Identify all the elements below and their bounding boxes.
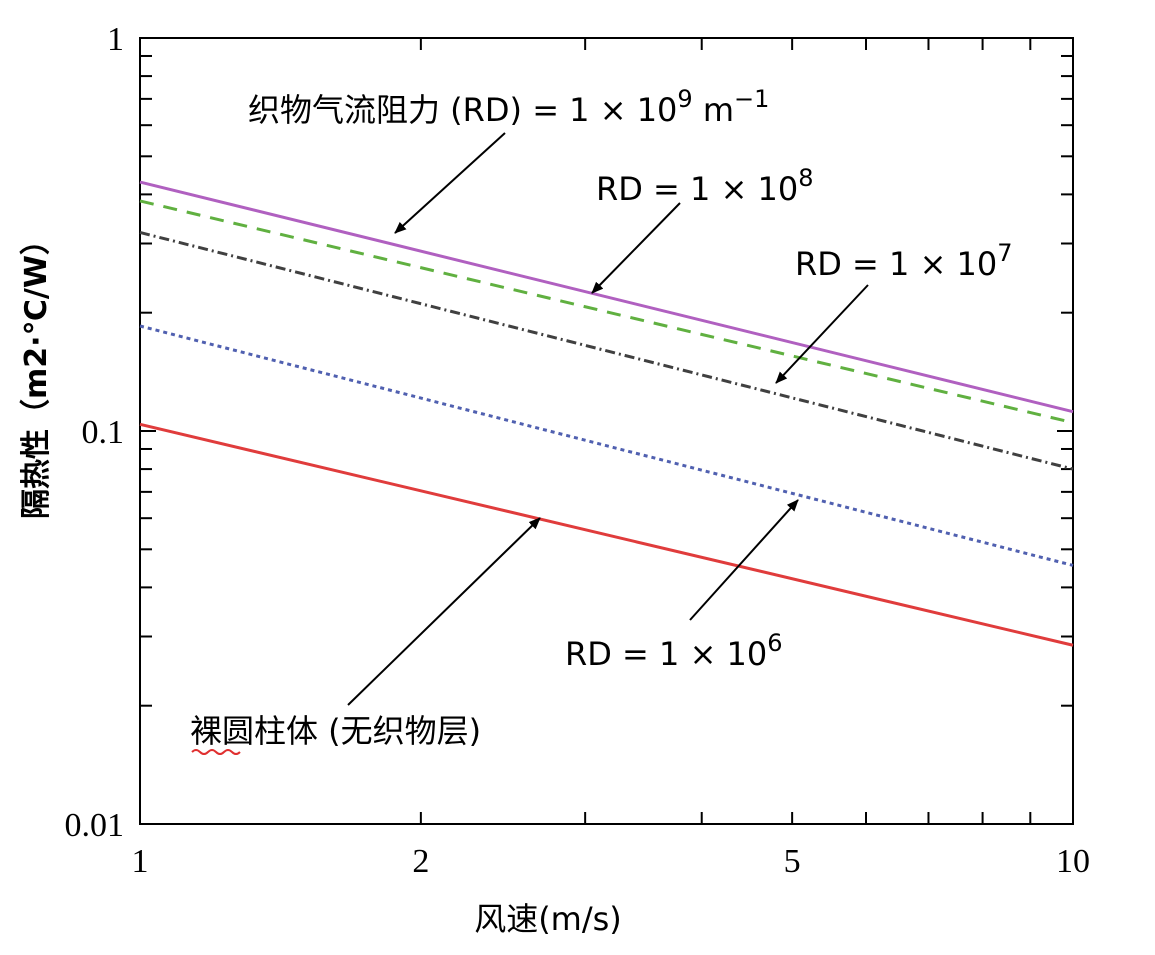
plot-frame bbox=[139, 37, 1074, 825]
axis-ticks bbox=[139, 38, 1074, 825]
series-line-1 bbox=[139, 199, 1074, 425]
x-tick-label: 2 bbox=[412, 843, 429, 880]
series-line-0 bbox=[139, 180, 1074, 414]
arrow-rd7 bbox=[775, 284, 869, 384]
y-axis-title: 隔热性（m2·℃/W） bbox=[19, 225, 54, 519]
series-line-4 bbox=[139, 422, 1074, 647]
annotation-rd9: 织物气流阻力 (RD) = 1 × 109 m−1 bbox=[248, 85, 769, 129]
arrow-bare bbox=[347, 517, 541, 706]
series-line-3 bbox=[139, 324, 1074, 567]
y-tick-label: 0.01 bbox=[65, 807, 125, 844]
spellcheck-underline bbox=[191, 749, 241, 755]
series-lines bbox=[139, 180, 1074, 647]
annotation-rd6: RD = 1 × 106 bbox=[565, 629, 783, 673]
series-line-2 bbox=[139, 231, 1074, 471]
arrow-rd9 bbox=[394, 132, 506, 234]
x-tick-label: 5 bbox=[784, 843, 801, 880]
x-axis-title: 风速(m/s) bbox=[474, 900, 622, 938]
annotation-arrows bbox=[347, 132, 869, 706]
x-tick-label: 10 bbox=[1056, 843, 1090, 880]
axis-tick-labels: 1 2 5 10 1 0.1 0.01 bbox=[65, 21, 1091, 880]
arrow-rd8 bbox=[591, 202, 681, 294]
annotation-rd8: RD = 1 × 108 bbox=[596, 164, 814, 208]
arrow-rd6 bbox=[689, 499, 799, 621]
y-tick-label: 0.1 bbox=[82, 414, 125, 451]
x-tick-label: 1 bbox=[132, 843, 149, 880]
annotation-rd7: RD = 1 × 107 bbox=[795, 239, 1013, 283]
annotation-bare: 裸圆柱体 (无织物层) bbox=[190, 712, 481, 750]
y-tick-label: 1 bbox=[107, 21, 124, 58]
